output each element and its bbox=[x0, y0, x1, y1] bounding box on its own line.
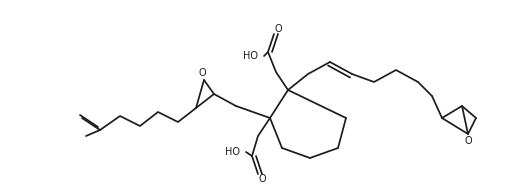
Text: O: O bbox=[274, 24, 282, 34]
Text: O: O bbox=[258, 174, 266, 184]
Text: HO: HO bbox=[225, 147, 239, 157]
Text: O: O bbox=[464, 136, 472, 146]
Text: O: O bbox=[198, 68, 206, 78]
Text: HO: HO bbox=[243, 51, 258, 61]
